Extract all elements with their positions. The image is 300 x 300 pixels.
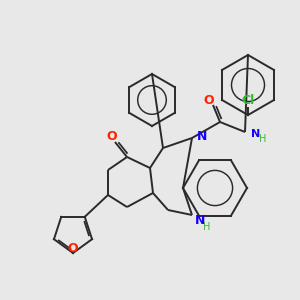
Text: N: N: [195, 214, 206, 227]
Text: N: N: [197, 130, 207, 143]
Text: O: O: [204, 94, 214, 106]
Text: Cl: Cl: [242, 94, 255, 107]
Text: O: O: [107, 130, 117, 143]
Text: N: N: [251, 129, 260, 139]
Text: O: O: [68, 242, 78, 256]
Text: H: H: [203, 222, 210, 232]
Text: H: H: [259, 134, 266, 144]
